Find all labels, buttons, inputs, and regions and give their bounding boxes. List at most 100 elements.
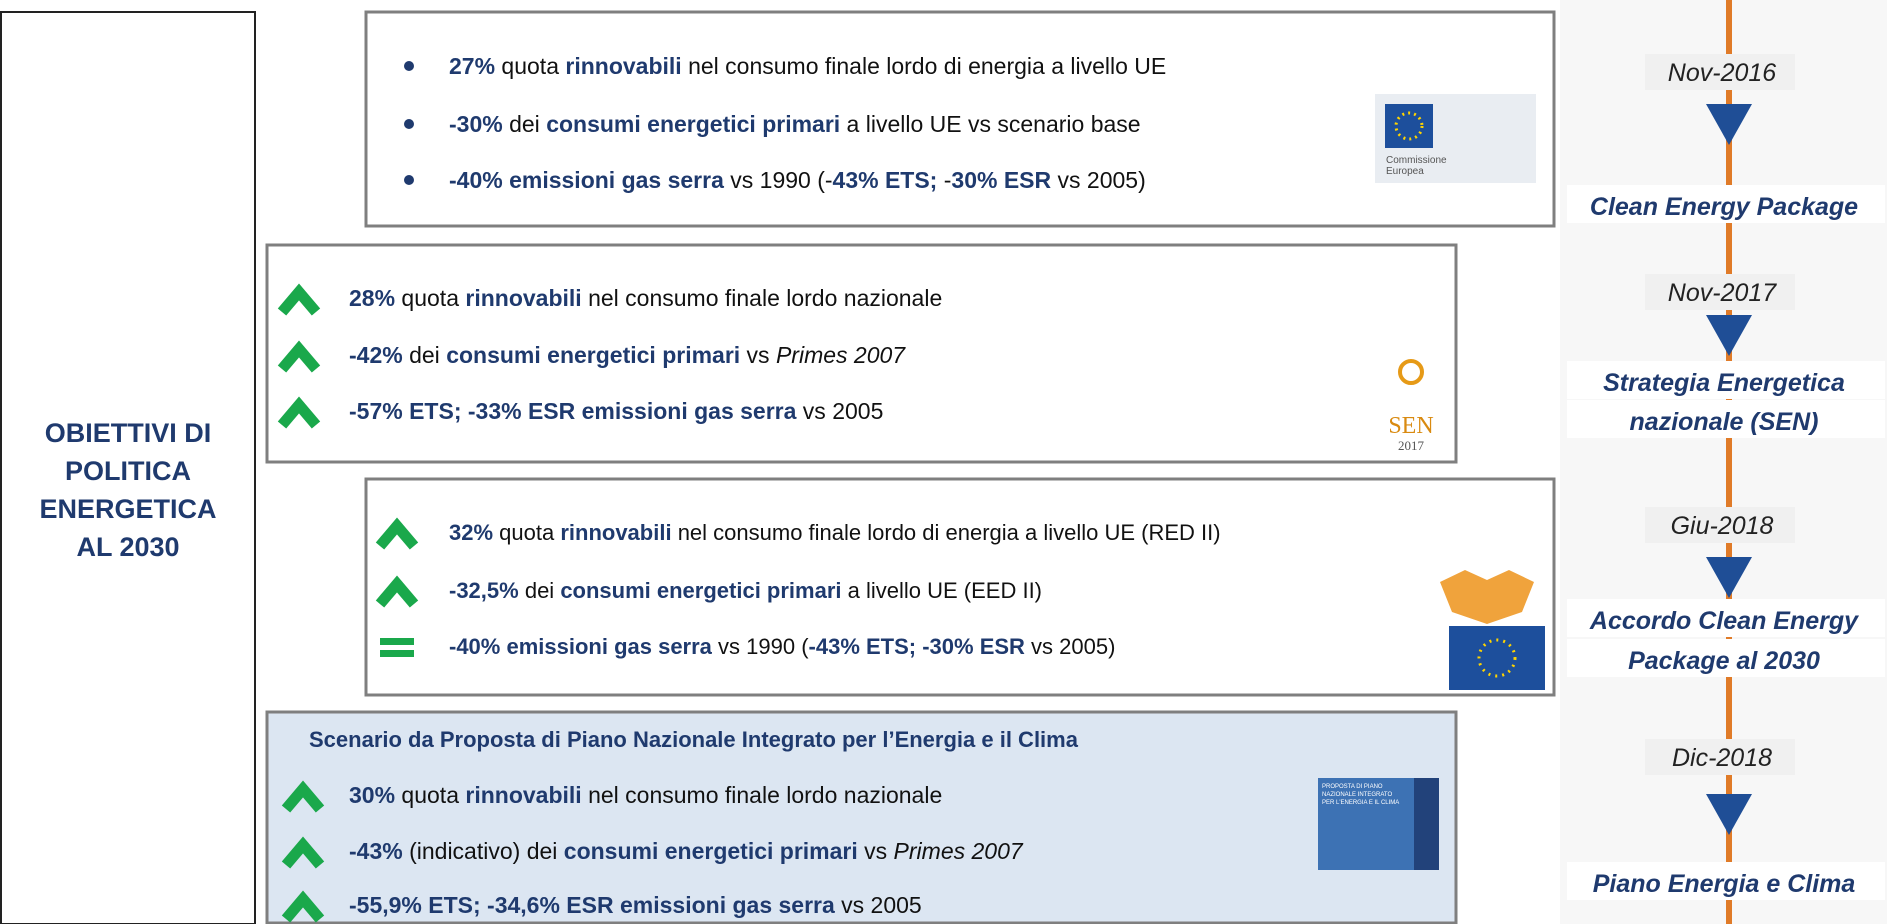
text-run: consumi energetici primari bbox=[564, 838, 858, 864]
text-run: 43% ETS; bbox=[833, 167, 944, 193]
text-run: -42% bbox=[349, 342, 403, 368]
date-bg bbox=[1645, 739, 1795, 775]
text-line: 30% quota rinnovabili nel consumo finale… bbox=[349, 782, 942, 808]
text-run: quota bbox=[395, 285, 465, 311]
text-run: rinnovabili bbox=[560, 520, 671, 545]
logo-text: Commissione bbox=[1386, 155, 1447, 166]
event-bg bbox=[1567, 185, 1885, 223]
timeline-arrow bbox=[1706, 315, 1752, 356]
text-run: - bbox=[944, 167, 952, 193]
text-run: vs 2005 bbox=[796, 398, 883, 424]
left-title: OBIETTIVI DI bbox=[45, 418, 212, 448]
text-line: 32% quota rinnovabili nel consumo finale… bbox=[449, 520, 1221, 545]
text-run: 32% bbox=[449, 520, 493, 545]
left-panel bbox=[0, 11, 256, 924]
text-run: quota bbox=[395, 782, 465, 808]
up-arrow bbox=[277, 396, 321, 429]
text-line: -55,9% ETS; -34,6% ESR emissioni gas ser… bbox=[349, 892, 922, 918]
text-run: 28% bbox=[349, 285, 395, 311]
text-run: vs 1990 ( bbox=[712, 634, 809, 659]
text-run: nel consumo finale lordo nazionale bbox=[582, 782, 943, 808]
text-line: -40% emissioni gas serra vs 1990 (-43% E… bbox=[449, 634, 1115, 659]
bullet bbox=[404, 61, 414, 71]
text-run: vs bbox=[858, 838, 894, 864]
timeline-event: nazionale (SEN) bbox=[1630, 408, 1819, 436]
text-run: -40% emissioni gas serra bbox=[449, 634, 713, 659]
text-line: -43% (indicativo) dei consumi energetici… bbox=[349, 838, 1024, 864]
timeline-event: Clean Energy Package bbox=[1590, 193, 1858, 221]
text-run: vs 2005 bbox=[835, 892, 922, 918]
equal-icon bbox=[380, 638, 414, 645]
left-title: ENERGETICA bbox=[39, 494, 216, 524]
left-title: POLITICA bbox=[65, 456, 191, 486]
handshake-icon bbox=[1440, 570, 1534, 624]
text-box bbox=[265, 243, 1458, 464]
text-run: rinnovabili bbox=[465, 285, 581, 311]
text-run: consumi energetici primari bbox=[546, 111, 840, 137]
text-run: -43% bbox=[349, 838, 403, 864]
up-arrow bbox=[281, 780, 325, 813]
up-arrow bbox=[277, 340, 321, 373]
text-run: vs 2005) bbox=[1051, 167, 1146, 193]
logo-text: PROPOSTA DI PIANO bbox=[1322, 784, 1383, 790]
text-run: dei bbox=[503, 111, 546, 137]
timeline-event: Strategia Energetica bbox=[1603, 369, 1845, 397]
text-line: -42% dei consumi energetici primari vs P… bbox=[349, 342, 906, 368]
eu-stars bbox=[1394, 111, 1424, 141]
up-arrow bbox=[375, 575, 419, 608]
text-line: 28% quota rinnovabili nel consumo finale… bbox=[349, 285, 942, 311]
timeline-arrow bbox=[1706, 104, 1752, 145]
bullet bbox=[404, 175, 414, 185]
eu-flag bbox=[1385, 104, 1433, 148]
text-line: -32,5% dei consumi energetici primari a … bbox=[449, 578, 1042, 603]
event-bg bbox=[1567, 639, 1885, 677]
pniec-cover-strip bbox=[1414, 778, 1439, 870]
text-line: 27% quota rinnovabili nel consumo finale… bbox=[449, 53, 1166, 79]
logo-text: SEN bbox=[1388, 413, 1433, 439]
text-run: quota bbox=[495, 53, 565, 79]
eu-flag bbox=[1449, 626, 1545, 690]
text-run: (indicativo) dei bbox=[403, 838, 564, 864]
text-run: -57% ETS; -33% ESR emissioni gas serra bbox=[349, 398, 797, 424]
date-bg bbox=[1645, 274, 1795, 310]
logo-text: PER L'ENERGIA E IL CLIMA bbox=[1322, 800, 1399, 806]
text-run: -32,5% bbox=[449, 578, 519, 603]
text-box bbox=[265, 710, 1458, 924]
text-run: a livello UE (EED II) bbox=[842, 578, 1043, 603]
timeline-event: Piano Energia e Clima bbox=[1593, 870, 1856, 898]
text-run: 30% ESR bbox=[951, 167, 1051, 193]
up-arrow bbox=[277, 283, 321, 316]
text-run: -40% emissioni gas serra bbox=[449, 167, 724, 193]
text-run: quota bbox=[493, 520, 560, 545]
event-bg bbox=[1567, 361, 1885, 399]
text-run: dei bbox=[519, 578, 561, 603]
box-heading: Scenario da Proposta di Piano Nazionale … bbox=[309, 727, 1079, 752]
text-line: -30% dei consumi energetici primari a li… bbox=[449, 111, 1141, 137]
text-run: rinnovabili bbox=[565, 53, 681, 79]
text-run: nel consumo finale lordo di energia a li… bbox=[682, 53, 1167, 79]
watermark-area bbox=[1560, 0, 1887, 924]
left-title: AL 2030 bbox=[76, 532, 179, 562]
text-run: Primes 2007 bbox=[894, 838, 1024, 864]
date-bg bbox=[1645, 507, 1795, 543]
up-arrow bbox=[375, 517, 419, 550]
timeline-date: Dic-2018 bbox=[1672, 744, 1772, 772]
timeline-date: Nov-2017 bbox=[1668, 279, 1777, 307]
event-bg bbox=[1567, 400, 1885, 438]
text-run: dei bbox=[403, 342, 446, 368]
logo-text: Europea bbox=[1386, 166, 1424, 177]
event-bg bbox=[1567, 862, 1885, 900]
eu-stars bbox=[1477, 638, 1517, 678]
text-run: a livello UE vs scenario base bbox=[840, 111, 1140, 137]
text-run: consumi energetici primari bbox=[446, 342, 740, 368]
timeline-event: Accordo Clean Energy bbox=[1589, 607, 1859, 635]
text-run: nel consumo finale lordo di energia a li… bbox=[672, 520, 1221, 545]
timeline-date: Nov-2016 bbox=[1668, 59, 1776, 87]
text-line: -40% emissioni gas serra vs 1990 (-43% E… bbox=[449, 167, 1146, 193]
bullet bbox=[404, 119, 414, 129]
sen-logo-sun bbox=[1398, 359, 1424, 385]
text-run: vs 2005) bbox=[1025, 634, 1116, 659]
text-box bbox=[364, 477, 1556, 697]
text-run: Primes 2007 bbox=[776, 342, 906, 368]
